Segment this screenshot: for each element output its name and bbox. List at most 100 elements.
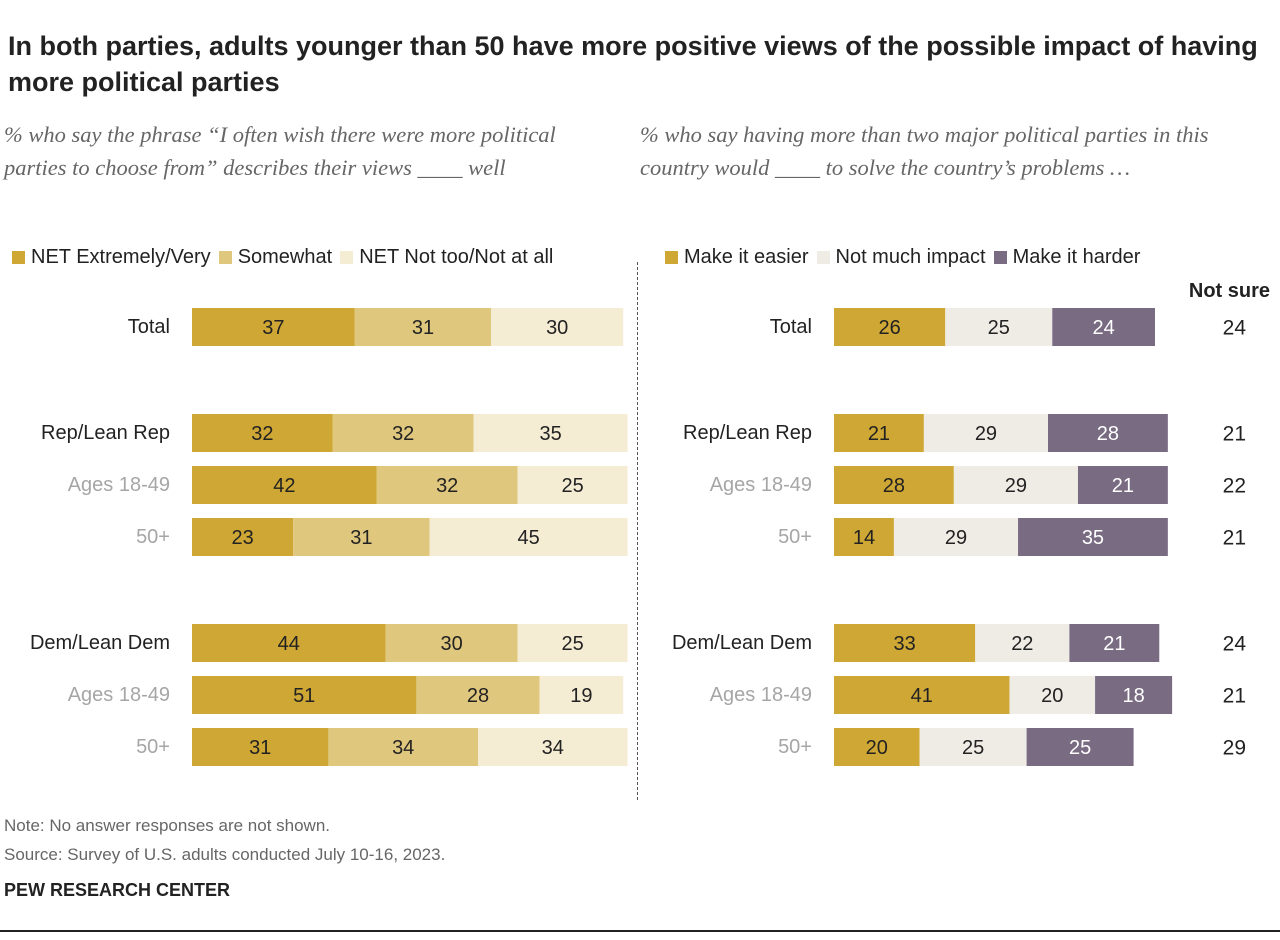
left-bar-net-extremely-very: [192, 308, 355, 346]
left-data-label: 34: [392, 737, 414, 759]
right-bar-make-it-harder: [1048, 414, 1168, 452]
right-data-label: 29: [945, 527, 967, 549]
right-bar-not-much-impact: [975, 624, 1070, 662]
right-data-label: 25: [962, 737, 984, 759]
right-data-label: 28: [883, 475, 905, 497]
legend-item-somewhat: Somewhat: [218, 246, 332, 269]
right-chart-subtitle: % who say having more than two major pol…: [640, 122, 1209, 180]
left-bar-net-extremely-very: [192, 518, 294, 556]
not-sure-value: 21: [1223, 527, 1246, 550]
panel-divider: [637, 262, 638, 800]
right-data-label: 25: [988, 317, 1010, 339]
right-bar-not-much-impact: [945, 308, 1053, 346]
right-data-label: 41: [911, 685, 933, 707]
right-data-label: 33: [893, 633, 915, 655]
legend-swatch: [665, 251, 678, 264]
legend-label: Make it harder: [1012, 246, 1141, 268]
legend-item-not-much-impact: Not much impact: [816, 246, 986, 269]
right-bar-make-it-harder: [1018, 518, 1168, 556]
right-bar-make-it-harder: [1095, 676, 1173, 714]
right-bar-not-much-impact: [1009, 676, 1096, 714]
left-bar-somewhat: [293, 518, 430, 556]
left-bar-net-extremely-very: [192, 728, 329, 766]
right-category-label: Rep/Lean Rep: [683, 422, 812, 444]
left-data-label: 32: [251, 423, 273, 445]
left-category-label: Ages 18-49: [68, 684, 170, 706]
right-data-label: 20: [1041, 685, 1063, 707]
left-data-label: 44: [278, 633, 300, 655]
left-bar-net-extremely-very: [192, 466, 377, 504]
right-category-label: Total: [770, 316, 812, 338]
right-category-label: 50+: [778, 736, 812, 758]
left-category-label: Total: [128, 316, 170, 338]
right-data-label: 21: [868, 423, 890, 445]
source: Source: Survey of U.S. adults conducted …: [4, 845, 446, 864]
chart-title: In both parties, adults younger than 50 …: [8, 31, 1258, 97]
right-data-label: 29: [1005, 475, 1027, 497]
bottom-rule: [0, 930, 1280, 932]
not-sure-value: 21: [1223, 423, 1246, 446]
right-category-label: Ages 18-49: [710, 684, 812, 706]
right-bar-make-it-easier: [834, 308, 946, 346]
left-data-label: 45: [517, 527, 539, 549]
brand-logo-text: PEW RESEARCH CENTER: [4, 880, 231, 900]
right-bar-not-much-impact: [953, 466, 1078, 504]
right-bar-not-much-impact: [923, 414, 1048, 452]
right-data-label: 21: [1103, 633, 1125, 655]
left-legend: NET Extremely/Very Somewhat NET Not too/…: [12, 246, 561, 269]
stacked-bar-charts: Total 37 31 30 Rep/Lean Rep 32 32 35 Ages 18-49 4…: [30, 308, 1246, 766]
left-bar-net-not-too-not-at-all: [491, 308, 624, 346]
left-bar-somewhat: [354, 308, 492, 346]
left-category-label: 50+: [136, 736, 170, 758]
left-data-label: 51: [293, 685, 315, 707]
left-data-label: 23: [231, 527, 253, 549]
left-bar-somewhat: [332, 414, 474, 452]
left-category-label: Rep/Lean Rep: [41, 422, 170, 444]
not-sure-column-header: Not sure: [1188, 280, 1270, 302]
legend-swatch: [340, 251, 354, 264]
left-data-label: 19: [570, 685, 592, 707]
right-legend: Make it easier Not much impact Make it h…: [665, 246, 1148, 269]
right-data-label: 28: [1097, 423, 1119, 445]
legend-label: Make it easier: [684, 246, 809, 268]
left-chart-subtitle: % who say the phrase “I often wish there…: [4, 122, 556, 180]
right-bar-make-it-harder: [1069, 624, 1160, 662]
not-sure-value: 22: [1223, 475, 1246, 498]
right-bar-not-much-impact: [893, 518, 1019, 556]
left-data-label: 31: [412, 317, 434, 339]
not-sure-value: 29: [1223, 737, 1246, 760]
right-bar-not-much-impact: [919, 728, 1027, 766]
left-bar-net-not-too-not-at-all: [517, 466, 628, 504]
left-data-label: 30: [546, 317, 568, 339]
left-bar-somewhat: [328, 728, 478, 766]
right-bar-make-it-harder: [1026, 728, 1134, 766]
left-bar-net-not-too-not-at-all: [429, 518, 628, 556]
left-bar-net-not-too-not-at-all: [539, 676, 624, 714]
legend-item-net-not-too: NET Not too/Not at all: [340, 246, 553, 269]
left-data-label: 32: [392, 423, 414, 445]
not-sure-value: 21: [1223, 685, 1246, 708]
left-data-label: 35: [539, 423, 561, 445]
right-bar-make-it-easier: [834, 466, 954, 504]
right-bar-make-it-easier: [834, 518, 894, 556]
left-category-label: Ages 18-49: [68, 474, 170, 496]
note: Note: No answer responses are not shown.: [4, 816, 331, 835]
right-bar-make-it-easier: [834, 414, 924, 452]
legend-item-make-it-harder: Make it harder: [993, 246, 1141, 269]
right-bar-make-it-easier: [834, 728, 920, 766]
left-bar-net-not-too-not-at-all: [517, 624, 628, 662]
right-category-label: Ages 18-49: [710, 474, 812, 496]
right-bar-make-it-harder: [1052, 308, 1155, 346]
legend-label: NET Extremely/Very: [31, 246, 211, 268]
legend-item-make-it-easier: Make it easier: [665, 246, 809, 269]
right-bar-make-it-easier: [834, 624, 976, 662]
legend-label: NET Not too/Not at all: [359, 246, 554, 268]
right-data-label: 20: [866, 737, 888, 759]
legend-swatch: [218, 251, 232, 264]
left-bar-net-not-too-not-at-all: [473, 414, 628, 452]
right-data-label: 18: [1122, 685, 1144, 707]
right-category-label: 50+: [778, 526, 812, 548]
right-data-label: 22: [1011, 633, 1033, 655]
left-bar-net-extremely-very: [192, 624, 386, 662]
left-data-label: 37: [262, 317, 284, 339]
